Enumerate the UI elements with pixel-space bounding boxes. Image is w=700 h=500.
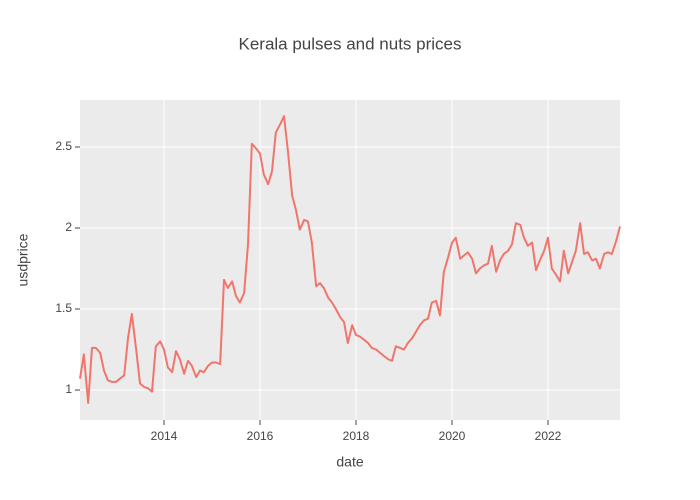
y-tick-label: 1 <box>65 382 72 396</box>
x-tick-label: 2014 <box>151 429 178 443</box>
y-axis-title: usdprice <box>15 233 31 286</box>
y-tick-label: 1.5 <box>55 301 72 315</box>
y-tick-label: 2.5 <box>55 139 72 153</box>
x-axis-title: date <box>336 454 363 470</box>
x-tick-label: 2022 <box>535 429 562 443</box>
chart-title: Kerala pulses and nuts prices <box>238 34 461 53</box>
x-tick-label: 2018 <box>343 429 370 443</box>
line <box>79 115 621 404</box>
plot-area <box>80 100 620 420</box>
x-tick-label: 2016 <box>247 429 274 443</box>
x-tick-label: 2020 <box>439 429 466 443</box>
y-tick-label: 2 <box>65 220 72 234</box>
